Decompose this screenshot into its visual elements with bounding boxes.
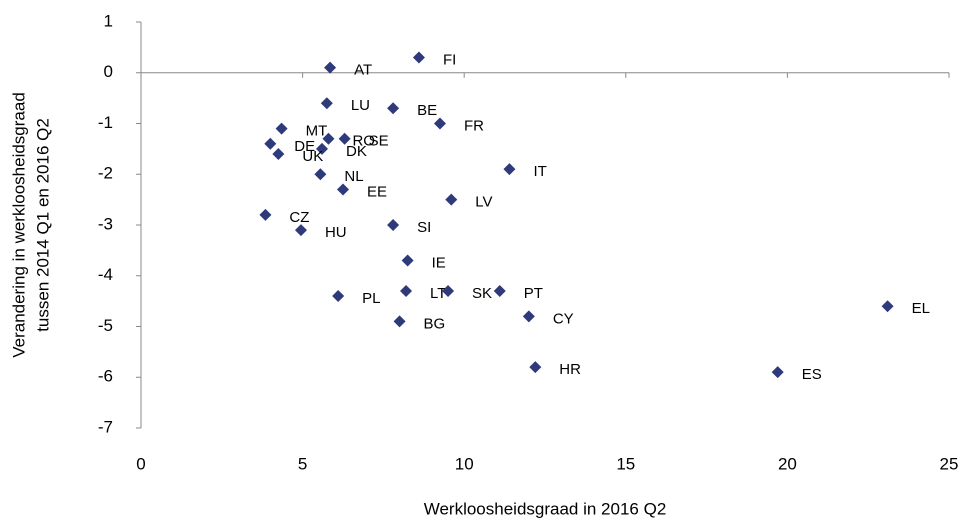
point-label: PT xyxy=(524,285,543,302)
y-tick-label: -5 xyxy=(98,316,113,335)
point xyxy=(320,97,333,110)
point-label: DE xyxy=(294,138,315,155)
point-label: CY xyxy=(553,310,574,327)
point xyxy=(264,137,277,150)
point xyxy=(387,219,400,231)
point-label: LT xyxy=(430,285,446,302)
point-label: FR xyxy=(464,117,484,134)
point xyxy=(387,102,400,115)
point xyxy=(433,117,446,130)
point xyxy=(881,300,894,313)
point xyxy=(412,51,425,64)
point xyxy=(332,290,345,303)
point-label: RO xyxy=(352,133,375,150)
point xyxy=(522,310,535,323)
point-label: MT xyxy=(306,123,328,140)
y-tick-label: -2 xyxy=(98,164,113,183)
point-label: SK xyxy=(472,285,492,302)
point-label: PL xyxy=(362,290,380,307)
y-tick-label: -7 xyxy=(98,417,113,436)
point-label: IT xyxy=(533,163,546,180)
point xyxy=(400,284,413,297)
point xyxy=(393,315,406,328)
point-label: EE xyxy=(367,183,387,200)
point-label: CZ xyxy=(289,209,309,226)
point xyxy=(503,163,516,176)
y-axis-title-line: tussen 2014 Q1 en 2016 Q2 xyxy=(33,118,52,332)
point xyxy=(272,147,285,160)
point xyxy=(337,183,349,196)
point-label: AT xyxy=(354,62,372,79)
point-label: LU xyxy=(351,97,370,114)
point-label: HU xyxy=(325,224,347,241)
y-tick-label: -6 xyxy=(98,367,113,386)
point xyxy=(445,193,458,206)
point-label: ES xyxy=(802,366,822,383)
point-label: EL xyxy=(912,300,930,317)
point xyxy=(322,132,335,145)
point-label: BG xyxy=(424,315,446,332)
point xyxy=(493,284,506,297)
point-label: BE xyxy=(417,102,437,119)
x-tick-label: 20 xyxy=(778,454,797,473)
point-label: UK xyxy=(302,148,323,165)
point-label: SI xyxy=(417,219,431,236)
point-label: DK xyxy=(346,143,367,160)
point xyxy=(315,142,328,155)
y-tick-label: -3 xyxy=(98,214,113,233)
point xyxy=(324,61,337,74)
x-tick-label: 15 xyxy=(616,454,635,473)
point xyxy=(771,366,784,379)
point xyxy=(401,254,414,267)
point-label: FI xyxy=(443,51,456,68)
y-tick-label: -4 xyxy=(98,265,113,284)
point xyxy=(338,132,351,145)
x-tick-label: 10 xyxy=(455,454,474,473)
point-label: HR xyxy=(559,361,581,378)
point-label: LV xyxy=(475,194,492,211)
x-tick-label: 0 xyxy=(136,454,145,473)
y-axis-title: Verandering in werkloosheidsgraad tussen… xyxy=(9,92,52,358)
point xyxy=(529,361,542,374)
y-tick-label: -1 xyxy=(98,113,113,132)
y-tick-label: 1 xyxy=(104,11,113,30)
point xyxy=(442,284,455,297)
y-axis-title-line: Verandering in werkloosheidsgraad xyxy=(9,92,28,358)
point-label: NL xyxy=(344,168,363,185)
point xyxy=(314,168,327,181)
x-tick-label: 5 xyxy=(298,454,307,473)
point-label: IE xyxy=(432,254,446,271)
point xyxy=(275,122,288,135)
point xyxy=(294,224,307,237)
x-tick-label: 25 xyxy=(940,454,959,473)
x-axis-title: Werkloosheidsgraad in 2016 Q2 xyxy=(424,499,667,518)
y-tick-label: 0 xyxy=(104,62,113,81)
point-label: SE xyxy=(369,133,389,150)
point xyxy=(259,208,272,221)
